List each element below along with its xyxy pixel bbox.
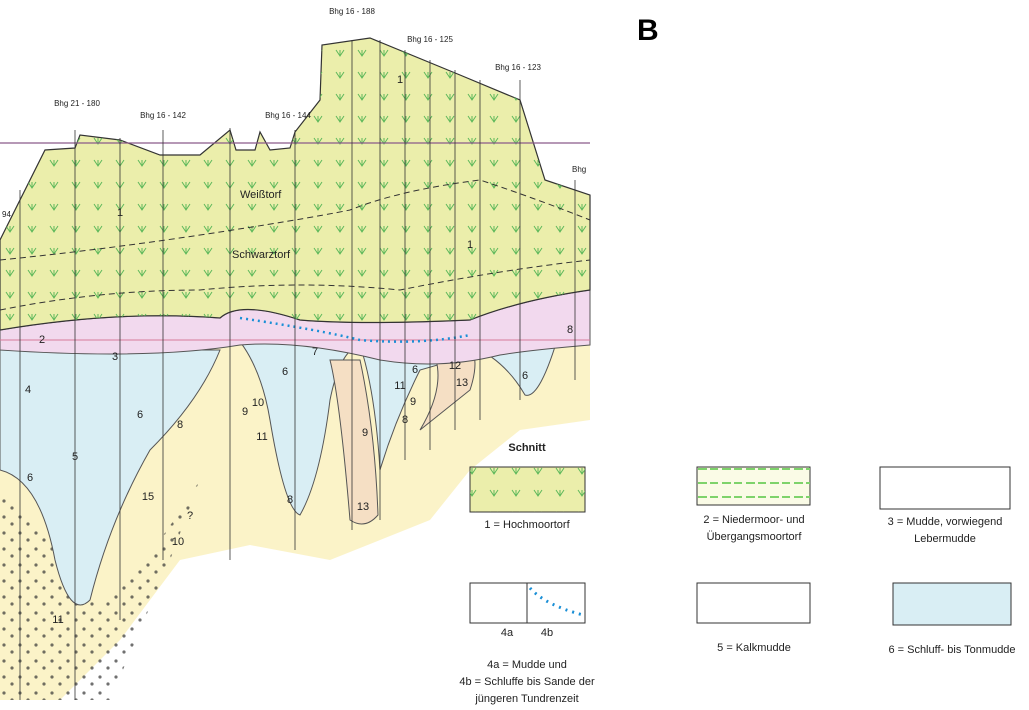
borehole-label: Bhg 16 - 142 bbox=[140, 111, 186, 120]
layer-label: 3 bbox=[112, 351, 118, 363]
legend-swatch bbox=[697, 583, 810, 623]
borehole-label: Bhg bbox=[572, 165, 586, 174]
layer-label: 1 bbox=[117, 207, 123, 219]
layer-label: 6 bbox=[522, 370, 528, 382]
borehole-label: Bhg 16 - 188 bbox=[329, 7, 375, 16]
layer-label: 8 bbox=[287, 494, 293, 506]
legend-label: Lebermudde bbox=[914, 533, 976, 545]
layer-label: 11 bbox=[52, 614, 63, 626]
layer-label: 8 bbox=[567, 324, 573, 336]
legend-label: 5 = Kalkmudde bbox=[717, 642, 791, 654]
legend-sublabel: 4b bbox=[541, 627, 553, 639]
borehole-label: Bhg 21 - 180 bbox=[54, 99, 100, 108]
layer-label: 7 bbox=[312, 346, 318, 358]
peat-label: Schwarztorf bbox=[232, 249, 291, 261]
layer-label: 2 bbox=[39, 334, 45, 346]
legend-label: jüngeren Tundrenzeit bbox=[474, 693, 578, 705]
peat-label: Weißtorf bbox=[240, 189, 282, 201]
legend-swatch-pattern bbox=[697, 467, 810, 505]
legend-swatch-pattern bbox=[470, 467, 585, 512]
legend: Schnitt 1 = Hochmoortorf 2 = Niedermoor- … bbox=[459, 442, 1015, 705]
layer-label: 1 bbox=[397, 74, 403, 86]
figure: B Bhg 21 - 180 Bhg 16 - 142 Bhg 16 - 144… bbox=[0, 0, 1029, 710]
legend-label: 1 = Hochmoortorf bbox=[484, 519, 570, 531]
layer-label: 6 bbox=[412, 364, 418, 376]
layer-label: 10 bbox=[172, 536, 184, 548]
layer-label: 13 bbox=[357, 501, 369, 513]
layer-label: 4 bbox=[25, 384, 31, 396]
legend-label: 3 = Mudde, vorwiegend bbox=[888, 516, 1003, 528]
layer-label: 12 bbox=[449, 360, 461, 372]
legend-swatch bbox=[880, 467, 1010, 509]
layer-label: 1 bbox=[467, 239, 473, 251]
layer-label: 11 bbox=[394, 380, 405, 392]
layer-label: 5 bbox=[72, 451, 78, 463]
borehole-label: Bhg 16 - 144 bbox=[265, 111, 311, 120]
layer-label: 8 bbox=[177, 419, 183, 431]
layer-label: 9 bbox=[410, 396, 416, 408]
borehole-label: Bhg 16 - 123 bbox=[495, 63, 541, 72]
legend-label: 4b = Schluffe bis Sande der bbox=[459, 676, 595, 688]
layer-label: 11 bbox=[256, 431, 267, 443]
layer-label: 6 bbox=[282, 366, 288, 378]
layer-label: 6 bbox=[137, 409, 143, 421]
layer-label: 10 bbox=[252, 397, 264, 409]
legend-label: Übergangsmoortorf bbox=[707, 531, 803, 543]
borehole-label: Bhg 16 - 125 bbox=[407, 35, 453, 44]
layer-label: 9 bbox=[362, 427, 368, 439]
legend-label: 2 = Niedermoor- und bbox=[703, 514, 804, 526]
edge-label: 94 bbox=[2, 210, 11, 219]
legend-label: 4a = Mudde und bbox=[487, 659, 567, 671]
legend-sublabel: 4a bbox=[501, 627, 514, 639]
layer-label: 6 bbox=[27, 472, 33, 484]
layer-label: ? bbox=[187, 510, 193, 522]
legend-label: 6 = Schluff- bis Tonmudde bbox=[888, 644, 1015, 656]
layer-label: 8 bbox=[402, 414, 408, 426]
panel-label: B bbox=[637, 14, 659, 47]
legend-swatch bbox=[893, 583, 1011, 625]
layer-label: 9 bbox=[242, 406, 248, 418]
layer-label: 15 bbox=[142, 491, 154, 503]
layer-label: 13 bbox=[456, 377, 468, 389]
legend-title: Schnitt bbox=[508, 442, 546, 454]
